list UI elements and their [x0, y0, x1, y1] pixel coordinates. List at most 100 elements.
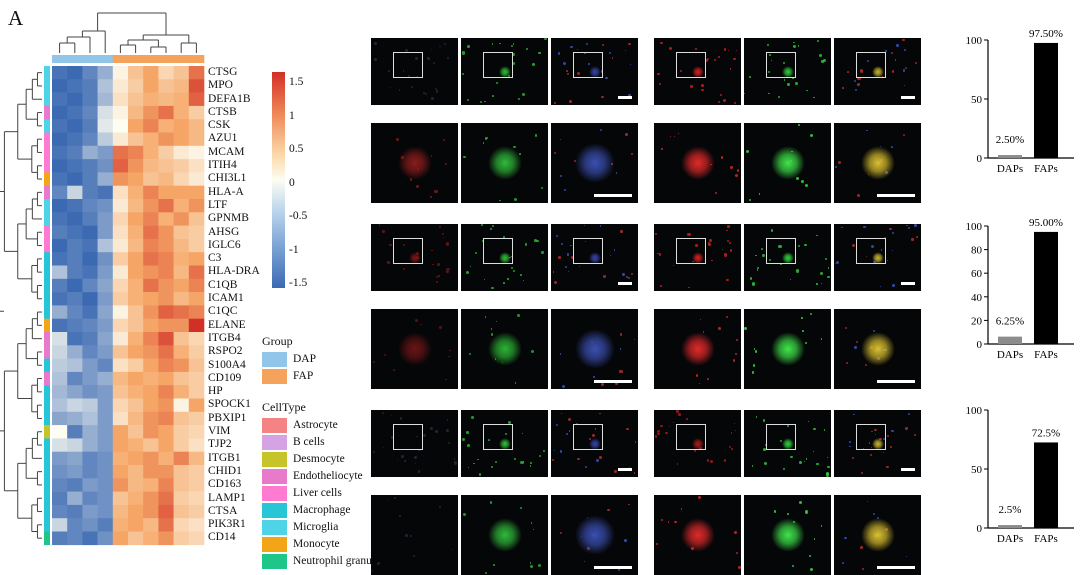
- fluorescence-speckle: [854, 346, 858, 349]
- heatmap-cell: [158, 212, 174, 226]
- fluorescence-speckle: [570, 45, 573, 49]
- fluorescence-speckle: [372, 361, 375, 364]
- fluorescence-speckle: [660, 284, 663, 287]
- fluorescence-speckle: [489, 500, 493, 504]
- fluorescence-speckle: [522, 92, 526, 96]
- fluorescence-speckle: [887, 260, 889, 262]
- heatmap-cell: [173, 238, 190, 253]
- fluorescence-speckle: [889, 445, 892, 448]
- legend-swatch: [262, 418, 287, 433]
- fluorescence-speckle: [481, 224, 483, 226]
- fluorescence-speckle: [436, 280, 438, 283]
- heatmap-cell: [173, 225, 190, 240]
- celltype-annotation-cell: [44, 92, 50, 107]
- fluorescence-speckle: [608, 51, 612, 55]
- heatmap-cell: [173, 332, 190, 346]
- fluorescence-speckle: [733, 422, 735, 424]
- fluorescence-speckle: [607, 508, 610, 511]
- fluorescence-speckle: [584, 241, 586, 243]
- fluorescence-speckle: [592, 434, 596, 438]
- heatmap-cell: [82, 398, 98, 413]
- y-tick-label: 100: [966, 405, 983, 417]
- microscopy-image: [744, 309, 831, 389]
- fluorescence-speckle: [513, 197, 517, 201]
- scale-bar: [618, 96, 632, 99]
- heatmap-cell: [188, 345, 205, 359]
- fluorescence-speckle: [761, 254, 765, 257]
- fluorescence-speckle: [569, 244, 572, 247]
- celltype-annotation-cell: [44, 318, 50, 333]
- gene-label: ICAM1: [208, 292, 244, 305]
- heatmap-cell: [82, 92, 98, 107]
- celltype-annotation-cell: [44, 145, 50, 160]
- fluorescence-speckle: [880, 249, 883, 251]
- heatmap-cell: [158, 305, 174, 319]
- heatmap-cell: [158, 385, 174, 399]
- fluorescence-speckle: [611, 57, 613, 59]
- gene-label: CD163: [208, 478, 242, 491]
- heatmap-cell: [128, 425, 144, 439]
- fluorescence-speckle: [435, 275, 439, 278]
- fluorescence-speckle: [430, 196, 432, 198]
- heatmap-cell: [128, 465, 144, 479]
- fluorescence-speckle: [736, 338, 739, 341]
- fluorescence-speckle: [622, 272, 625, 276]
- fluorescence-speckle: [601, 95, 604, 99]
- group-bar-cell: [67, 55, 83, 63]
- celltype-annotation-cell: [44, 172, 50, 186]
- fluorescence-speckle: [625, 133, 628, 136]
- fluorescence-speckle: [423, 434, 427, 438]
- scale-bar: [901, 282, 915, 285]
- heatmap-cell: [188, 105, 205, 120]
- group-bar-cell: [112, 55, 129, 63]
- heatmap-cell: [112, 145, 129, 160]
- fluorescence-speckle: [673, 136, 675, 138]
- zoom-region-box: [766, 424, 796, 450]
- fluorescence-speckle: [871, 244, 875, 248]
- heatmap-cell: [67, 278, 83, 293]
- microscopy-image: [744, 495, 831, 575]
- fluorescence-speckle: [809, 312, 812, 315]
- plaque-signal: [408, 251, 421, 264]
- fluorescence-speckle: [804, 183, 808, 187]
- gene-label: SPOCK1: [208, 398, 251, 411]
- fluorescence-speckle: [823, 428, 826, 431]
- heatmap-cell: [82, 332, 98, 346]
- heatmap-cell: [143, 465, 159, 479]
- fluorescence-speckle: [783, 468, 786, 471]
- heatmap-cell: [143, 358, 159, 373]
- scale-bar: [618, 282, 632, 285]
- microscopy-image: [834, 123, 921, 203]
- heatmap-cell: [97, 199, 114, 213]
- fluorescence-speckle: [520, 460, 524, 464]
- fluorescence-speckle: [634, 338, 636, 340]
- legend-swatch: [262, 503, 287, 518]
- fluorescence-speckle: [862, 567, 865, 570]
- fluorescence-speckle: [599, 455, 602, 459]
- heatmap-cell: [112, 438, 129, 452]
- heatmap-cell: [128, 451, 144, 466]
- fluorescence-speckle: [795, 82, 799, 86]
- fluorescence-speckle: [446, 267, 449, 270]
- heatmap-cell: [128, 332, 144, 346]
- fluorescence-speckle: [503, 282, 505, 284]
- fluorescence-speckle: [725, 229, 728, 232]
- fluorescence-speckle: [697, 495, 701, 499]
- heatmap-cell: [128, 358, 144, 373]
- fluorescence-speckle: [787, 513, 789, 516]
- fluorescence-speckle: [819, 271, 823, 275]
- y-tick-label: 0: [977, 153, 983, 165]
- heatmap-cell: [67, 518, 83, 532]
- heatmap-cell: [112, 265, 129, 280]
- fluorescence-speckle: [563, 189, 566, 192]
- heatmap-cell: [158, 438, 174, 452]
- fluorescence-speckle: [413, 455, 418, 459]
- celltype-annotation-cell: [44, 411, 50, 426]
- legend-swatch: [262, 369, 287, 384]
- heatmap-cell: [188, 398, 205, 413]
- fluorescence-speckle: [499, 42, 501, 45]
- zoom-region-box: [856, 424, 886, 450]
- microscopy-image: [371, 410, 458, 477]
- fluorescence-speckle: [484, 571, 488, 575]
- heatmap-cell: [67, 159, 83, 173]
